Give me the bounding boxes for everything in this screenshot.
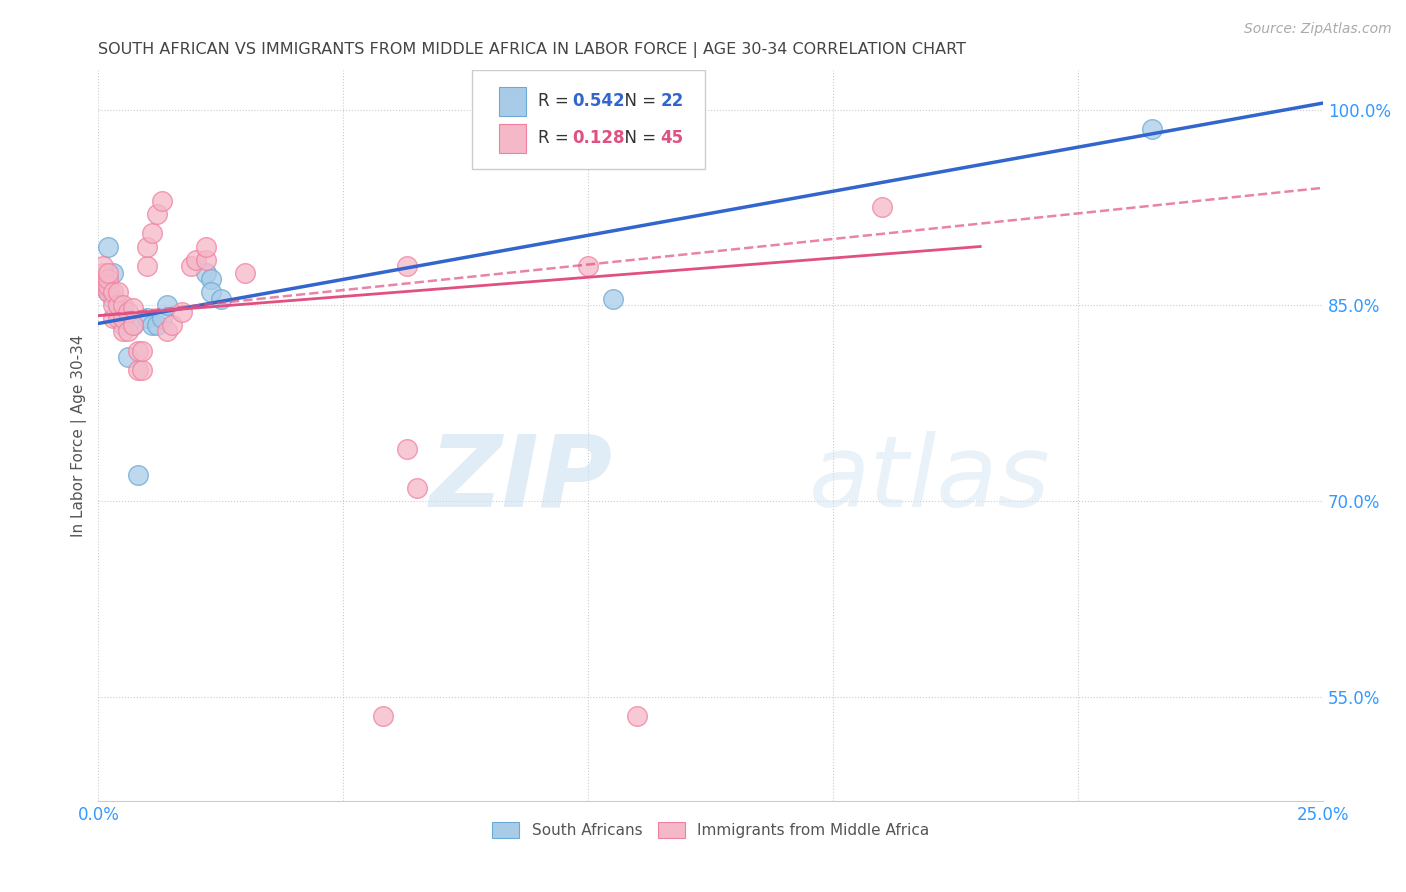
Point bbox=[195, 252, 218, 267]
Point bbox=[146, 318, 169, 332]
Point bbox=[101, 285, 124, 300]
Point bbox=[117, 351, 139, 365]
Point bbox=[117, 304, 139, 318]
Point bbox=[395, 259, 418, 273]
Text: 22: 22 bbox=[661, 92, 683, 111]
Point bbox=[180, 259, 202, 273]
Point bbox=[233, 266, 256, 280]
Point bbox=[870, 200, 893, 214]
Point bbox=[156, 324, 179, 338]
Point bbox=[91, 266, 114, 280]
FancyBboxPatch shape bbox=[499, 87, 526, 116]
Point bbox=[101, 298, 124, 312]
Point bbox=[150, 311, 173, 326]
Point bbox=[160, 318, 183, 332]
Point bbox=[195, 266, 218, 280]
Point bbox=[127, 467, 149, 482]
Point bbox=[209, 292, 232, 306]
Point bbox=[101, 311, 124, 326]
Text: R =: R = bbox=[538, 92, 574, 111]
Text: N =: N = bbox=[614, 92, 661, 111]
Point bbox=[186, 252, 208, 267]
Y-axis label: In Labor Force | Age 30-34: In Labor Force | Age 30-34 bbox=[72, 334, 87, 537]
Point bbox=[200, 272, 222, 286]
Point bbox=[107, 298, 129, 312]
Text: 0.542: 0.542 bbox=[572, 92, 626, 111]
Point bbox=[371, 709, 394, 723]
Point bbox=[117, 324, 139, 338]
Point bbox=[107, 311, 129, 326]
Point bbox=[141, 227, 163, 241]
Point bbox=[127, 363, 149, 377]
Text: ZIP: ZIP bbox=[430, 431, 613, 528]
Point bbox=[97, 285, 120, 300]
Text: 0.128: 0.128 bbox=[572, 129, 624, 147]
Text: R =: R = bbox=[538, 129, 574, 147]
Point bbox=[127, 343, 149, 358]
Point bbox=[111, 324, 134, 338]
Point bbox=[395, 442, 418, 456]
Point bbox=[97, 272, 120, 286]
Point bbox=[136, 239, 159, 253]
Text: SOUTH AFRICAN VS IMMIGRANTS FROM MIDDLE AFRICA IN LABOR FORCE | AGE 30-34 CORREL: SOUTH AFRICAN VS IMMIGRANTS FROM MIDDLE … bbox=[98, 42, 966, 58]
Point bbox=[602, 292, 624, 306]
Point bbox=[156, 298, 179, 312]
Point bbox=[111, 318, 134, 332]
Text: 45: 45 bbox=[661, 129, 683, 147]
Point bbox=[101, 292, 124, 306]
Point bbox=[101, 266, 124, 280]
Point bbox=[97, 266, 120, 280]
Point bbox=[576, 259, 599, 273]
Point bbox=[131, 343, 153, 358]
Text: N =: N = bbox=[614, 129, 661, 147]
Point bbox=[121, 318, 143, 332]
Point bbox=[121, 301, 143, 315]
Point bbox=[107, 285, 129, 300]
Point bbox=[1140, 122, 1163, 136]
Point bbox=[626, 709, 648, 723]
FancyBboxPatch shape bbox=[499, 124, 526, 153]
Text: atlas: atlas bbox=[808, 431, 1050, 528]
Point bbox=[136, 259, 159, 273]
Point bbox=[146, 207, 169, 221]
Point bbox=[121, 318, 143, 332]
Legend: South Africans, Immigrants from Middle Africa: South Africans, Immigrants from Middle A… bbox=[486, 816, 935, 845]
Point bbox=[200, 285, 222, 300]
Point bbox=[170, 304, 193, 318]
Text: Source: ZipAtlas.com: Source: ZipAtlas.com bbox=[1244, 22, 1392, 37]
Point bbox=[111, 298, 134, 312]
Point bbox=[405, 481, 427, 495]
Point bbox=[131, 363, 153, 377]
Point bbox=[91, 259, 114, 273]
Point bbox=[136, 311, 159, 326]
Point bbox=[97, 239, 120, 253]
Point bbox=[141, 318, 163, 332]
Point bbox=[150, 194, 173, 208]
Point bbox=[91, 278, 114, 293]
Point bbox=[91, 272, 114, 286]
Point bbox=[111, 311, 134, 326]
Point bbox=[107, 304, 129, 318]
Point bbox=[97, 278, 120, 293]
Point bbox=[195, 239, 218, 253]
FancyBboxPatch shape bbox=[472, 70, 704, 169]
Point bbox=[91, 278, 114, 293]
Point bbox=[91, 272, 114, 286]
Point bbox=[97, 285, 120, 300]
